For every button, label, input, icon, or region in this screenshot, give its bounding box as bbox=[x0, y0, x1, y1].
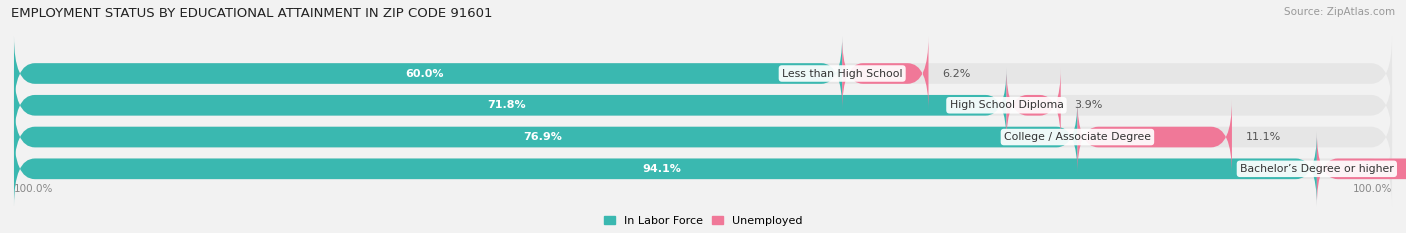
Text: 100.0%: 100.0% bbox=[1353, 185, 1392, 195]
FancyBboxPatch shape bbox=[14, 100, 1077, 174]
Text: 6.2%: 6.2% bbox=[942, 69, 970, 79]
Text: 76.9%: 76.9% bbox=[523, 132, 561, 142]
Text: 11.1%: 11.1% bbox=[1246, 132, 1281, 142]
Text: 3.9%: 3.9% bbox=[1074, 100, 1104, 110]
Text: 94.1%: 94.1% bbox=[643, 164, 682, 174]
Text: College / Associate Degree: College / Associate Degree bbox=[1004, 132, 1152, 142]
FancyBboxPatch shape bbox=[14, 68, 1392, 143]
FancyBboxPatch shape bbox=[14, 100, 1392, 174]
Text: 60.0%: 60.0% bbox=[405, 69, 444, 79]
FancyBboxPatch shape bbox=[1007, 68, 1060, 143]
Text: EMPLOYMENT STATUS BY EDUCATIONAL ATTAINMENT IN ZIP CODE 91601: EMPLOYMENT STATUS BY EDUCATIONAL ATTAINM… bbox=[11, 7, 492, 20]
Text: 71.8%: 71.8% bbox=[488, 100, 526, 110]
FancyBboxPatch shape bbox=[14, 36, 1392, 111]
Text: Less than High School: Less than High School bbox=[782, 69, 903, 79]
FancyBboxPatch shape bbox=[1077, 100, 1232, 174]
FancyBboxPatch shape bbox=[1317, 131, 1406, 206]
FancyBboxPatch shape bbox=[14, 36, 842, 111]
Text: High School Diploma: High School Diploma bbox=[949, 100, 1063, 110]
FancyBboxPatch shape bbox=[14, 131, 1392, 206]
FancyBboxPatch shape bbox=[842, 36, 928, 111]
Legend: In Labor Force, Unemployed: In Labor Force, Unemployed bbox=[599, 211, 807, 230]
Text: Source: ZipAtlas.com: Source: ZipAtlas.com bbox=[1284, 7, 1395, 17]
FancyBboxPatch shape bbox=[14, 131, 1317, 206]
FancyBboxPatch shape bbox=[14, 68, 1007, 143]
Text: Bachelor’s Degree or higher: Bachelor’s Degree or higher bbox=[1240, 164, 1393, 174]
Text: 100.0%: 100.0% bbox=[14, 185, 53, 195]
